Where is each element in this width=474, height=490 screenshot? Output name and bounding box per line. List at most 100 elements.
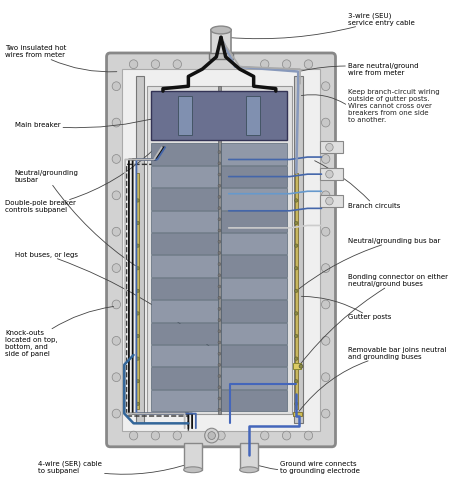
Circle shape [136,379,139,383]
Circle shape [136,402,139,406]
Bar [151,345,218,367]
Text: 4-wire (SER) cable
to subpanel: 4-wire (SER) cable to subpanel [38,461,191,474]
Bar [221,233,287,254]
Bar [151,166,218,187]
Bar [211,30,231,57]
Circle shape [112,337,120,345]
Bar [184,443,202,470]
Circle shape [136,221,139,225]
Bar [320,195,344,207]
Bar [151,211,218,232]
Bar [292,363,301,369]
Text: Knock-outs
located on top,
bottom, and
side of panel: Knock-outs located on top, bottom, and s… [5,306,114,357]
Bar [221,166,287,187]
Circle shape [218,408,221,411]
Circle shape [151,431,160,440]
Circle shape [218,318,221,321]
Bar [151,322,218,344]
Bar [221,322,287,344]
Ellipse shape [184,467,202,473]
Circle shape [218,341,221,344]
Text: Main breaker: Main breaker [15,116,163,128]
Bar [294,76,303,423]
Circle shape [218,196,221,198]
Circle shape [321,337,330,345]
Circle shape [112,373,120,382]
Text: Neutral/grounding
busbar: Neutral/grounding busbar [15,170,136,266]
Text: Removable bar joins neutral
and grounding buses: Removable bar joins neutral and groundin… [299,347,447,412]
Text: Bare neutral/ground
wire from meter: Bare neutral/ground wire from meter [301,63,419,75]
Bar [221,144,287,165]
Bar [221,255,287,277]
Bar [320,168,344,180]
Bar [221,188,287,210]
Circle shape [295,379,298,383]
Bar [295,173,298,409]
Text: Neutral/grounding bus bar: Neutral/grounding bus bar [299,238,440,289]
Circle shape [218,285,221,288]
FancyBboxPatch shape [107,53,336,447]
Circle shape [217,431,225,440]
Circle shape [218,207,221,210]
Circle shape [218,397,221,400]
Circle shape [321,82,330,91]
Circle shape [218,263,221,266]
Bar [151,300,218,321]
Circle shape [129,60,138,69]
Circle shape [112,118,120,127]
Bar [221,390,287,411]
Bar [246,96,260,135]
Circle shape [304,60,313,69]
Circle shape [218,162,221,165]
Circle shape [304,431,313,440]
Circle shape [261,60,269,69]
Text: Bonding connector on either
neutral/ground buses: Bonding connector on either neutral/grou… [301,274,448,364]
Circle shape [326,170,333,178]
Text: Gutter posts: Gutter posts [301,296,392,320]
Circle shape [208,432,215,440]
Circle shape [173,60,182,69]
Bar [210,53,233,59]
Bar [221,211,287,232]
Text: Hot buses, or legs: Hot buses, or legs [15,252,217,353]
Bar [221,278,287,299]
Text: Double-pole breaker
controls subpanel: Double-pole breaker controls subpanel [5,149,154,213]
Circle shape [136,199,139,202]
Circle shape [321,264,330,272]
Circle shape [136,267,139,270]
Circle shape [112,154,120,163]
Circle shape [112,191,120,200]
Circle shape [326,197,333,205]
Bar [122,69,320,431]
Circle shape [112,227,120,236]
Circle shape [218,173,221,176]
Circle shape [112,300,120,309]
Bar [292,412,302,416]
Circle shape [321,409,330,418]
Circle shape [218,251,221,254]
Bar [151,144,218,165]
Circle shape [218,386,221,389]
Circle shape [295,402,298,406]
Circle shape [218,364,221,367]
Bar [151,91,287,140]
Bar [221,368,287,389]
Circle shape [112,264,120,272]
Text: Branch circuits: Branch circuits [315,161,401,209]
Bar [240,443,258,470]
Circle shape [218,352,221,355]
Circle shape [295,267,298,270]
Circle shape [173,431,182,440]
Bar [221,345,287,367]
Circle shape [321,154,330,163]
Bar [178,96,192,135]
Circle shape [295,221,298,225]
Circle shape [295,312,298,315]
Circle shape [218,150,221,153]
Circle shape [218,307,221,310]
Circle shape [295,289,298,293]
Circle shape [321,191,330,200]
Circle shape [218,374,221,377]
Circle shape [218,296,221,299]
Circle shape [321,227,330,236]
